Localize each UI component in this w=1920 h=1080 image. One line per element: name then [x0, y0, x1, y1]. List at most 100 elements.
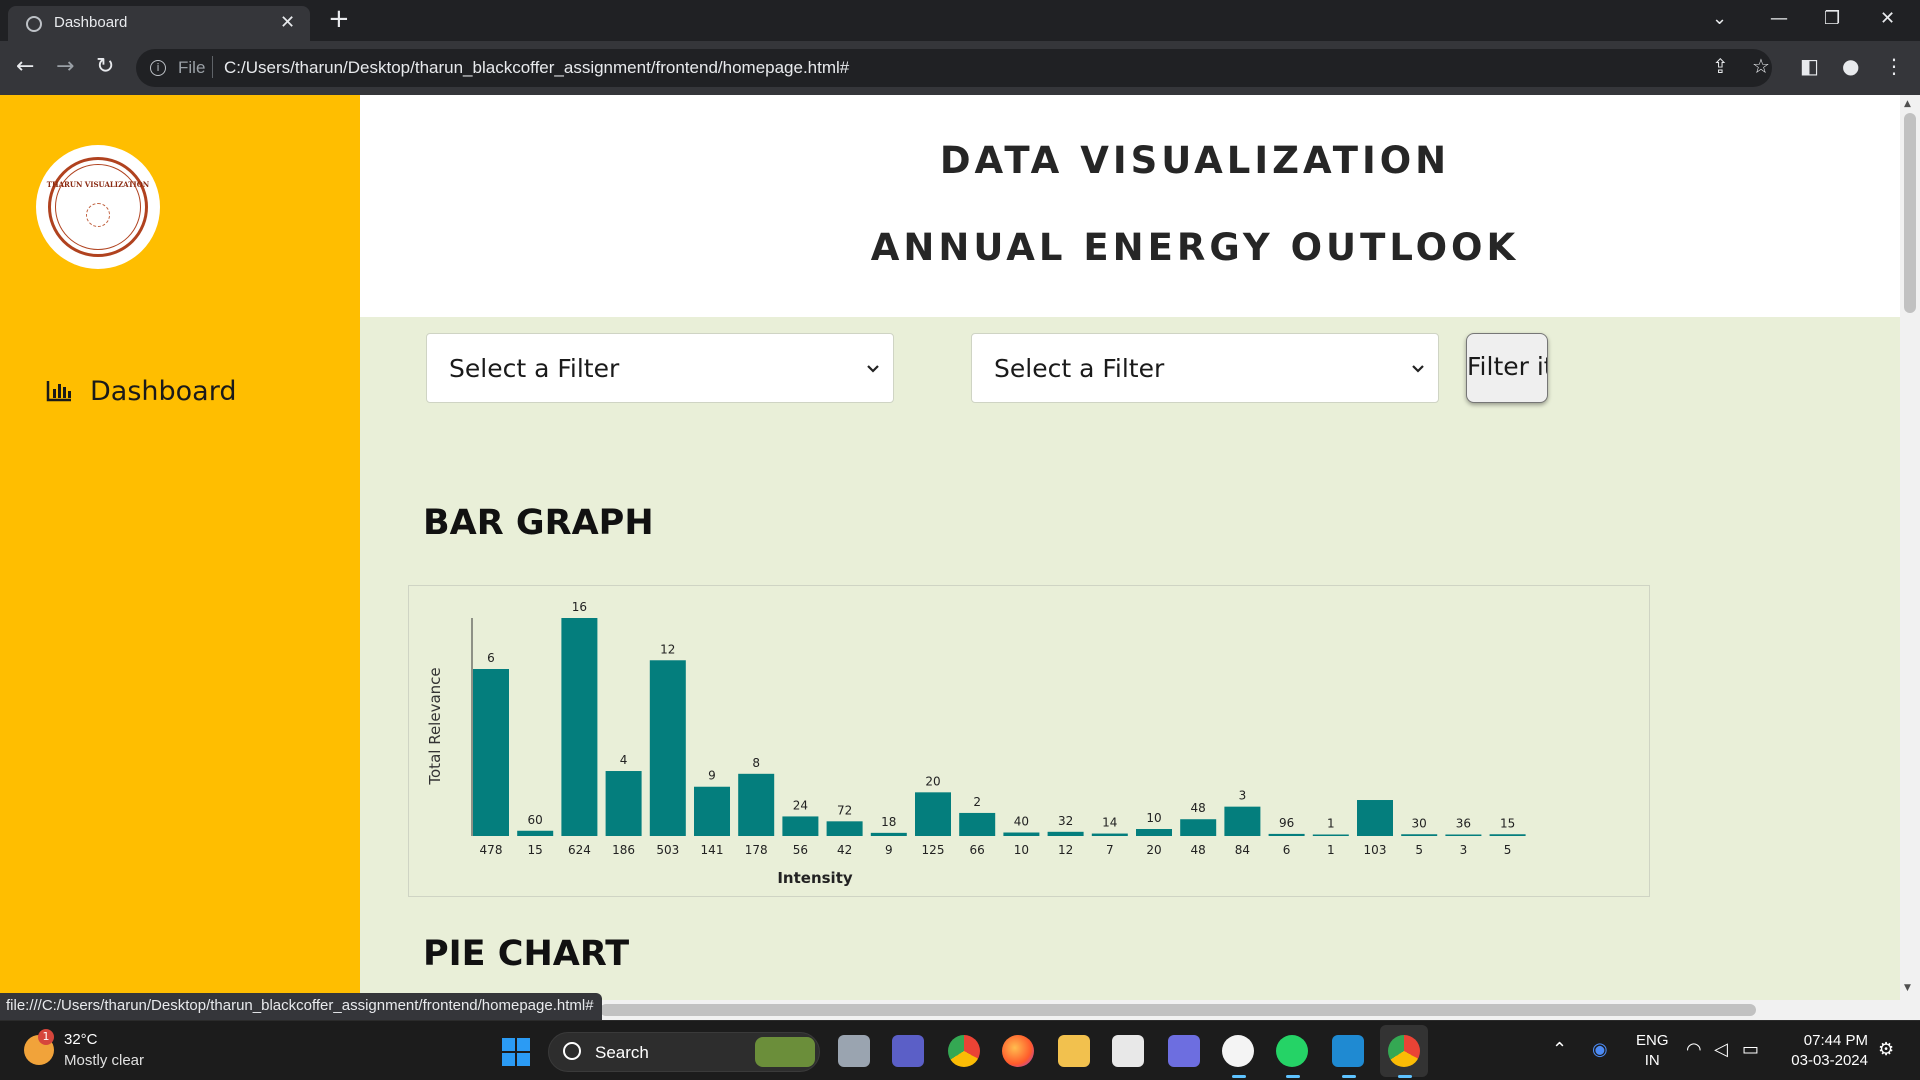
x-tick-label-7: 56: [793, 843, 808, 857]
bar-label-18: 96: [1279, 816, 1294, 830]
weather-badge: 1: [38, 1029, 54, 1045]
bar-20[interactable]: [1357, 800, 1393, 836]
bar-label-16: 48: [1191, 801, 1206, 815]
bookmark-star-icon[interactable]: ☆: [1752, 54, 1770, 78]
chrome-icon[interactable]: [948, 1035, 980, 1067]
sidebar-item-dashboard[interactable]: Dashboard: [46, 373, 236, 409]
clock[interactable]: 07:44 PM 03-03-2024: [1782, 1031, 1868, 1071]
clock-app-icon[interactable]: ◉: [1592, 1039, 1608, 1060]
bar-5[interactable]: [694, 786, 730, 836]
reload-icon[interactable]: ↻: [96, 54, 115, 79]
file-label: File: [178, 58, 206, 77]
bar-6[interactable]: [738, 773, 775, 836]
language-code: ENG: [1636, 1032, 1669, 1049]
chrome-active-icon[interactable]: [1388, 1035, 1420, 1078]
menu-dots-icon[interactable]: ⋮: [1884, 54, 1904, 78]
logo-inner-ring: [55, 164, 141, 250]
address-bar[interactable]: i File C:/Users/tharun/Desktop/tharun_bl…: [136, 49, 1772, 87]
weather-temp[interactable]: 32°C: [64, 1031, 98, 1048]
close-tab-icon[interactable]: ✕: [280, 12, 296, 33]
filter-select-2[interactable]: Select a Filter: [971, 333, 1439, 403]
bar-15[interactable]: [1136, 829, 1172, 836]
teams-icon[interactable]: [892, 1035, 924, 1067]
mongodb-compass-icon[interactable]: [1222, 1035, 1254, 1078]
back-icon[interactable]: ←: [16, 54, 35, 79]
scroll-down-icon[interactable]: ▼: [1904, 983, 1911, 993]
vscode-icon[interactable]: [1332, 1035, 1364, 1078]
weather-description[interactable]: Mostly clear: [64, 1052, 145, 1069]
whatsapp-icon[interactable]: [1276, 1035, 1308, 1078]
bar-11[interactable]: [959, 812, 996, 836]
bar-label-2: 16: [572, 600, 587, 614]
filter-select-1-value: Select a Filter: [449, 354, 620, 383]
x-tick-label-10: 125: [922, 843, 945, 857]
bar-19[interactable]: [1312, 834, 1349, 837]
bar-1[interactable]: [517, 830, 554, 836]
restore-icon[interactable]: ❐: [1824, 8, 1841, 29]
y-axis-label: Total Relevance: [426, 667, 444, 785]
info-icon[interactable]: i: [150, 60, 166, 76]
bar-16[interactable]: [1180, 819, 1217, 836]
browser-tab-bar: Dashboard ✕ + ⌄ — ❐ ✕: [0, 0, 1920, 41]
browser-toolbar: ← → ↻ i File C:/Users/tharun/Desktop/tha…: [0, 41, 1920, 95]
bar-17[interactable]: [1224, 806, 1261, 836]
page-viewport: THARUN VISUALIZATION Dashboard DATA VISU…: [0, 95, 1920, 1020]
share-icon[interactable]: ⇪: [1712, 54, 1729, 78]
bar-14[interactable]: [1091, 833, 1128, 836]
x-tick-label-16: 48: [1191, 843, 1206, 857]
minimize-icon[interactable]: —: [1770, 8, 1788, 29]
bar-label-21: 30: [1412, 816, 1427, 830]
filter-button[interactable]: Filter it: [1466, 333, 1548, 403]
battery-icon[interactable]: ▭: [1742, 1039, 1760, 1060]
bar-label-19: 1: [1327, 817, 1335, 831]
globe-icon: [26, 16, 42, 32]
url-text[interactable]: C:/Users/tharun/Desktop/tharun_blackcoff…: [224, 58, 850, 77]
x-tick-label-12: 10: [1014, 843, 1029, 857]
x-tick-label-6: 178: [745, 843, 768, 857]
filter-select-1[interactable]: Select a Filter: [426, 333, 894, 403]
bar-2[interactable]: [561, 618, 598, 836]
tray-overflow-icon[interactable]: ⌃: [1552, 1039, 1568, 1060]
logo[interactable]: THARUN VISUALIZATION: [36, 145, 160, 269]
x-tick-label-8: 42: [837, 843, 852, 857]
profile-icon[interactable]: ●: [1842, 54, 1860, 78]
bar-18[interactable]: [1268, 833, 1305, 836]
bar-21[interactable]: [1401, 834, 1438, 836]
vertical-scroll-thumb[interactable]: [1904, 113, 1916, 313]
bar-10[interactable]: [915, 792, 951, 836]
x-tick-label-9: 9: [885, 843, 893, 857]
side-panel-icon[interactable]: ◧: [1800, 54, 1819, 78]
volume-icon[interactable]: ◁: [1714, 1039, 1728, 1060]
forward-icon[interactable]: →: [56, 54, 75, 79]
language-indicator[interactable]: ENG IN: [1636, 1031, 1669, 1071]
new-tab-icon[interactable]: +: [328, 4, 350, 34]
bar-9[interactable]: [870, 832, 907, 836]
bar-23[interactable]: [1489, 834, 1526, 836]
bar-7[interactable]: [782, 816, 819, 836]
bar-22[interactable]: [1445, 834, 1482, 837]
vertical-scrollbar[interactable]: ▲ ▼: [1900, 95, 1920, 1020]
bar-8[interactable]: [826, 821, 863, 836]
bar-label-8: 72: [837, 803, 852, 817]
bar-4[interactable]: [649, 660, 686, 836]
bar-3[interactable]: [605, 771, 642, 836]
taskbar-search[interactable]: Search: [548, 1032, 820, 1072]
bar-label-12: 40: [1014, 815, 1029, 829]
browser-tab[interactable]: Dashboard ✕: [8, 6, 310, 41]
bar-12[interactable]: [1003, 832, 1040, 836]
bar-label-22: 36: [1456, 817, 1471, 831]
close-window-icon[interactable]: ✕: [1880, 8, 1896, 29]
tab-search-chevron-icon[interactable]: ⌄: [1712, 8, 1728, 29]
microsoft-store-icon[interactable]: [1112, 1035, 1144, 1067]
clipchamp-icon[interactable]: [1168, 1035, 1200, 1067]
notification-icon[interactable]: ⚙: [1878, 1039, 1895, 1060]
scroll-up-icon[interactable]: ▲: [1904, 99, 1911, 109]
bar-13[interactable]: [1047, 831, 1084, 836]
start-icon[interactable]: [502, 1038, 530, 1066]
wifi-icon[interactable]: ◠: [1686, 1039, 1702, 1060]
task-view-icon[interactable]: [838, 1035, 870, 1067]
bar-0[interactable]: [473, 669, 509, 836]
firefox-icon[interactable]: [1002, 1035, 1034, 1067]
file-explorer-icon[interactable]: [1058, 1035, 1090, 1067]
horizontal-scroll-thumb[interactable]: [600, 1004, 1756, 1016]
